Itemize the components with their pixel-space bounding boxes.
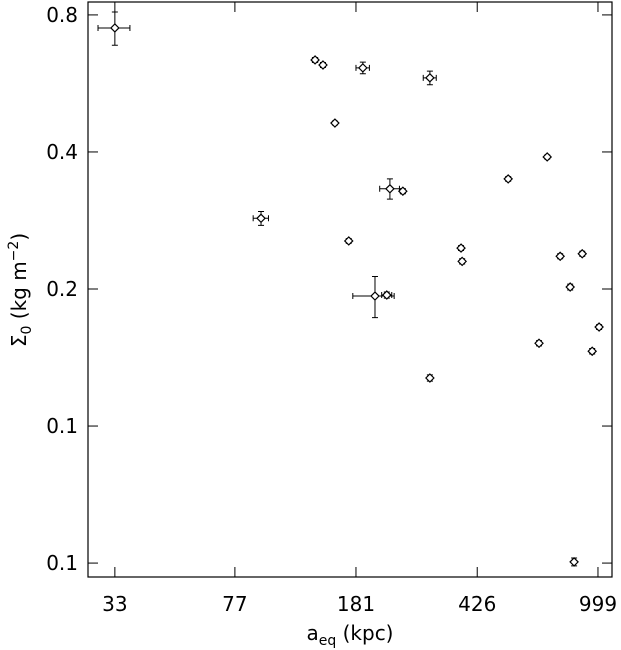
- data-point: [565, 282, 576, 292]
- data-point: [385, 183, 395, 194]
- y-tick-label: 0.1: [46, 551, 78, 575]
- x-label-unit: (kpc): [336, 621, 393, 645]
- x-tick-label: 426: [458, 592, 496, 616]
- data-point: [330, 118, 340, 128]
- data-point: [594, 322, 604, 332]
- x-label-main: a: [306, 621, 318, 645]
- y-tick-label: 0.8: [46, 3, 78, 27]
- data-point: [110, 23, 120, 33]
- plot-frame: [87, 1, 613, 578]
- data-point: [587, 346, 598, 357]
- x-label-sub: eq: [319, 633, 337, 649]
- y-axis-label: Σ0 (kg m−2): [6, 233, 35, 347]
- data-point: [555, 251, 566, 262]
- y-label-main: Σ: [7, 335, 31, 348]
- data-point: [318, 60, 328, 70]
- data-point: [256, 213, 266, 224]
- data-point: [370, 291, 380, 301]
- data-point: [503, 174, 514, 184]
- data-point: [569, 557, 579, 567]
- data-point: [534, 338, 544, 349]
- y-tick-label: 0.4: [46, 140, 78, 164]
- data-point: [456, 243, 466, 253]
- y-tick-label: 0.1: [46, 414, 78, 438]
- data-point: [398, 186, 408, 197]
- x-tick-label: 77: [222, 592, 247, 616]
- data-point: [425, 72, 435, 83]
- data-point: [310, 55, 320, 65]
- data-point: [381, 290, 392, 300]
- data-point: [457, 256, 468, 267]
- y-tick-label: 0.2: [46, 277, 78, 301]
- y-label-sub: 0: [19, 326, 35, 335]
- data-point: [357, 63, 368, 73]
- data-point: [542, 152, 553, 162]
- y-label-close: ): [7, 233, 31, 241]
- x-tick-label: 33: [102, 592, 127, 616]
- data-point: [577, 248, 588, 259]
- y-label-sup: −2: [6, 241, 22, 262]
- x-tick-label: 999: [579, 592, 617, 616]
- x-tick-label: 181: [337, 592, 375, 616]
- data-point: [343, 236, 354, 246]
- data-point: [425, 373, 435, 383]
- x-axis-label: aeq (kpc): [306, 621, 393, 649]
- y-label-unit: (kg m: [7, 261, 31, 325]
